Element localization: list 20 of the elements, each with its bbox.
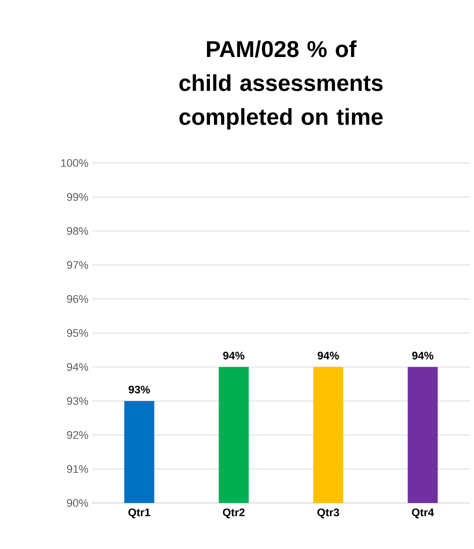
y-tick-label: 100% bbox=[61, 159, 88, 167]
chart-title: PAM/028 % of child assessments completed on time bbox=[179, 40, 383, 130]
x-tick-label: Qtr2 bbox=[222, 508, 245, 518]
y-tick-label: 96% bbox=[67, 295, 88, 303]
y-tick-label: 92% bbox=[67, 431, 88, 439]
x-tick-label: Qtr3 bbox=[317, 508, 340, 518]
y-tick-label: 99% bbox=[67, 193, 88, 201]
y-tick-label: 98% bbox=[67, 227, 88, 235]
x-tick-label: Qtr4 bbox=[412, 508, 434, 518]
y-tick-label: 97% bbox=[67, 261, 88, 269]
y-tick-label: 90% bbox=[67, 499, 88, 507]
y-tick-label: 94% bbox=[67, 363, 88, 371]
data-label: 94% bbox=[318, 352, 339, 360]
y-tick-label: 95% bbox=[67, 329, 88, 337]
data-label: 94% bbox=[412, 352, 434, 360]
y-tick-label: 93% bbox=[67, 397, 88, 405]
y-tick-label: 91% bbox=[67, 465, 88, 473]
data-label: 93% bbox=[128, 386, 150, 394]
x-tick-label: Qtr1 bbox=[128, 508, 150, 518]
data-label: 94% bbox=[223, 352, 244, 360]
